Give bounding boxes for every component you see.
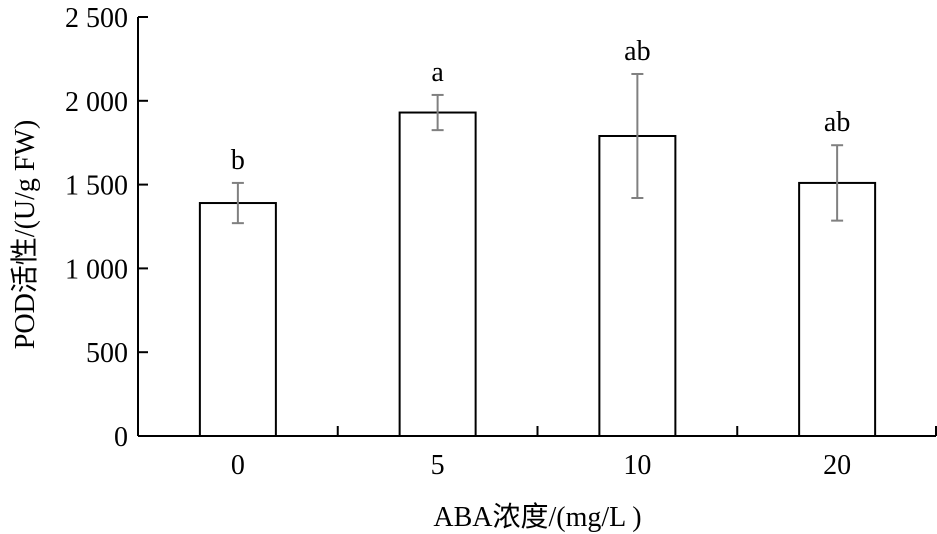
bar xyxy=(198,202,277,437)
x-axis-title: ABA浓度/(mg/L ) xyxy=(433,501,641,533)
y-tick-label: 1 000 xyxy=(65,254,128,285)
y-axis-ticks: 0 500 1 000 1 500 2 000 2 500 xyxy=(65,3,148,453)
bars xyxy=(198,111,877,437)
y-tick-label: 2 500 xyxy=(65,3,128,34)
significance-label: b xyxy=(231,145,245,176)
bar xyxy=(798,181,877,437)
error-bar xyxy=(831,144,844,222)
y-tick-label: 1 500 xyxy=(65,171,128,202)
y-tick-label: 2 000 xyxy=(65,87,128,118)
error-bar xyxy=(431,93,444,132)
y-tick-label: 500 xyxy=(86,338,128,369)
significance-labels: b a ab ab xyxy=(231,36,850,176)
x-tick-label: 5 xyxy=(431,450,445,481)
x-tick-label: 20 xyxy=(823,450,851,481)
x-tick-label: 0 xyxy=(231,450,245,481)
x-axis-ticks: 0 5 10 20 xyxy=(231,426,937,481)
y-axis-title: POD活性/(U/g FW) xyxy=(9,120,41,349)
error-bar xyxy=(231,181,244,225)
bar xyxy=(398,111,477,437)
error-bars xyxy=(231,72,844,225)
x-tick-label: 10 xyxy=(623,450,651,481)
significance-label: ab xyxy=(624,36,650,67)
significance-label: ab xyxy=(824,107,850,138)
y-tick-label: 0 xyxy=(114,422,128,453)
error-bar xyxy=(631,72,644,200)
significance-label: a xyxy=(431,57,444,88)
